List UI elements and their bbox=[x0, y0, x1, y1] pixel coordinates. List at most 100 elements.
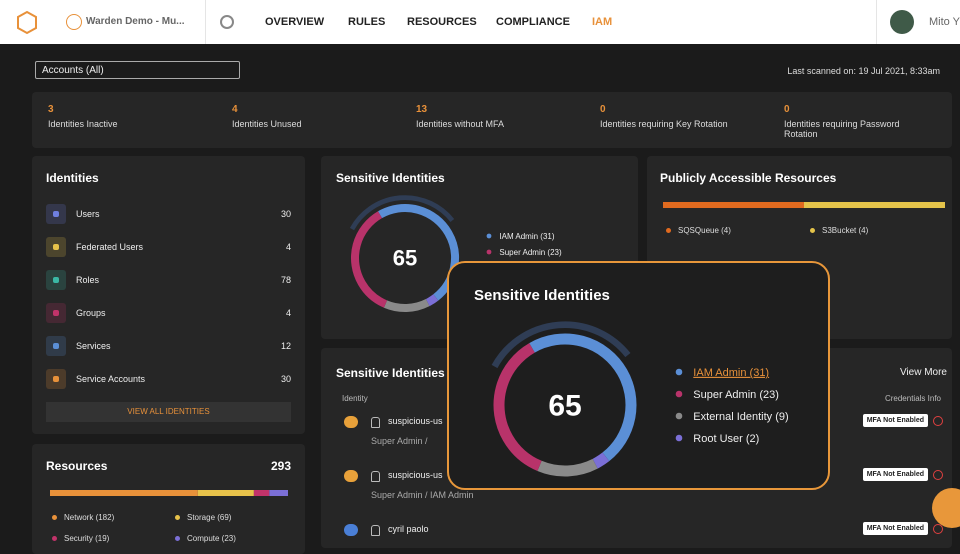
stat-label: Identities requiring Password Rotation bbox=[784, 119, 900, 139]
legend-label: Security (19) bbox=[64, 534, 110, 543]
legend-dot bbox=[675, 412, 683, 420]
chat-button[interactable] bbox=[932, 488, 960, 528]
identity-count: 30 bbox=[280, 209, 291, 219]
nav-item[interactable]: RULES bbox=[348, 16, 386, 28]
legend-label: Storage (69) bbox=[187, 513, 232, 522]
provider-icon bbox=[344, 416, 358, 428]
account-name[interactable]: Warden Demo - Mu... bbox=[86, 16, 185, 27]
legend-label: External Identity (9) bbox=[693, 411, 788, 423]
legend-label: SQSQueue (4) bbox=[678, 226, 731, 235]
user-name[interactable]: Mito Y bbox=[929, 16, 960, 28]
identity-name[interactable]: suspicious-us bbox=[388, 470, 443, 480]
stat-value: 0 bbox=[600, 104, 606, 115]
identity-label[interactable]: Groups bbox=[76, 308, 106, 318]
legend-dot bbox=[175, 515, 180, 520]
identity-count: 12 bbox=[280, 341, 291, 351]
warning-icon bbox=[933, 470, 943, 480]
identity-count: 78 bbox=[280, 275, 291, 285]
identity-label[interactable]: Service Accounts bbox=[76, 374, 146, 384]
stat-label: Identities requiring Key Rotation bbox=[600, 119, 728, 129]
donut-segment bbox=[351, 204, 459, 312]
provider-icon bbox=[344, 470, 358, 482]
provider-icon bbox=[344, 524, 358, 536]
resources-total: 293 bbox=[270, 459, 291, 473]
legend-dot bbox=[666, 228, 671, 233]
legend-dot bbox=[675, 434, 683, 442]
divider bbox=[876, 0, 877, 44]
identity-name[interactable]: suspicious-us bbox=[388, 416, 443, 426]
legend-dot bbox=[52, 515, 57, 520]
popup-card: Sensitive Identities 65 IAM Admin (31) Sup… bbox=[447, 261, 830, 490]
warning-icon bbox=[933, 524, 943, 534]
bar-segment bbox=[253, 490, 270, 496]
outer-arc bbox=[349, 195, 455, 231]
identity-count: 30 bbox=[280, 374, 291, 384]
top-nav: Warden Demo - Mu... OVERVIEW RULES RESOU… bbox=[0, 0, 960, 44]
legend-label[interactable]: IAM Admin (31) bbox=[693, 367, 769, 379]
stats-strip: 3 Identities Inactive 4 Identities Unused 13… bbox=[32, 92, 952, 148]
identity-label[interactable]: Users bbox=[76, 209, 100, 219]
column-header: Identity bbox=[342, 394, 368, 403]
identity-icon-dot bbox=[53, 376, 59, 382]
bar-segment bbox=[269, 490, 288, 496]
credential-badge: MFA Not Enabled bbox=[862, 522, 928, 535]
identity-label[interactable]: Services bbox=[76, 341, 111, 351]
legend-label: S3Bucket (4) bbox=[822, 226, 869, 235]
identity-roles: Super Admin / IAM Admin bbox=[371, 490, 474, 500]
stat-value: 13 bbox=[416, 104, 428, 115]
nav-item[interactable]: IAM bbox=[592, 16, 613, 28]
view-more[interactable]: View More bbox=[899, 367, 947, 378]
identity-label[interactable]: Roles bbox=[76, 275, 100, 285]
divider bbox=[205, 0, 206, 44]
chart bbox=[663, 202, 945, 208]
identity-icon-dot bbox=[53, 211, 59, 217]
panel-title: Publicly Accessible Resources bbox=[660, 171, 837, 185]
identity-label[interactable]: Federated Users bbox=[76, 242, 144, 252]
legend-dot bbox=[486, 233, 492, 239]
column-header: Credentials Info bbox=[884, 394, 941, 403]
legend-dot bbox=[810, 228, 815, 233]
donut-segment bbox=[493, 333, 637, 477]
stat-label: Identities Unused bbox=[232, 119, 302, 129]
account-filter[interactable]: Accounts (All) bbox=[35, 61, 240, 79]
settings-icon[interactable] bbox=[220, 15, 234, 29]
donut-segment bbox=[351, 204, 459, 312]
chart: 65 IAM Admin (31) Super Admin (23) External… bbox=[491, 321, 789, 477]
stat-value: 3 bbox=[48, 104, 54, 115]
nav-item[interactable]: OVERVIEW bbox=[265, 16, 325, 28]
identity-icon-dot bbox=[53, 244, 59, 250]
panel-title: Sensitive Identities bbox=[336, 366, 445, 380]
nav-item[interactable]: RESOURCES bbox=[407, 16, 477, 28]
panel-title: Sensitive Identities bbox=[336, 171, 445, 185]
stat-value: 4 bbox=[232, 104, 238, 115]
chart bbox=[50, 490, 288, 496]
legend-label: Compute (23) bbox=[187, 534, 236, 543]
identity-icon-dot bbox=[53, 310, 59, 316]
identity-icon-dot bbox=[53, 277, 59, 283]
donut-total: 65 bbox=[548, 390, 581, 423]
resources-panel: Resources 293 Network (182) Storage (69) S… bbox=[32, 444, 305, 554]
identities-panel: Identities VIEW ALL IDENTITIES Users 30 Fe… bbox=[32, 156, 305, 434]
logo bbox=[17, 10, 37, 35]
view-all-button[interactable]: VIEW ALL IDENTITIES bbox=[46, 402, 291, 422]
legend-label: IAM Admin (31) bbox=[499, 232, 554, 241]
bar-segment bbox=[804, 202, 945, 208]
identity-name[interactable]: cyril paolo bbox=[388, 524, 429, 534]
stat-value: 0 bbox=[784, 104, 790, 115]
legend-label: Root User (2) bbox=[693, 433, 759, 445]
donut-total: 65 bbox=[393, 246, 417, 271]
legend-label: Super Admin (23) bbox=[693, 389, 779, 401]
bar-segment bbox=[663, 202, 804, 208]
warning-icon bbox=[933, 416, 943, 426]
legend-label: Super Admin (23) bbox=[499, 248, 562, 257]
legend-dot bbox=[52, 536, 57, 541]
nav-item[interactable]: COMPLIANCE bbox=[496, 16, 570, 28]
user-icon bbox=[371, 525, 380, 536]
user-icon bbox=[371, 417, 380, 428]
legend-dot bbox=[175, 536, 180, 541]
credential-badge: MFA Not Enabled bbox=[862, 414, 928, 427]
stat-label: Identities Inactive bbox=[48, 119, 118, 129]
legend-dot bbox=[675, 368, 683, 376]
avatar[interactable] bbox=[890, 10, 914, 34]
